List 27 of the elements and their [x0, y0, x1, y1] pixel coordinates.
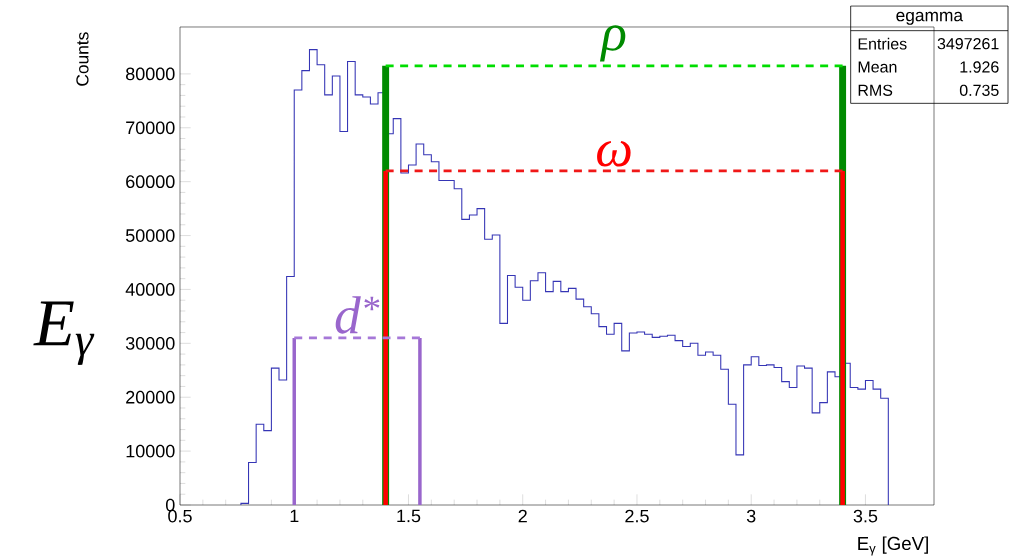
y-tick-label: 50000: [125, 229, 175, 242]
series-label: d$^{*}$: [335, 296, 380, 334]
x-tick-label: 2.5: [625, 509, 649, 523]
y-tick-label: 10000: [126, 444, 175, 458]
x-tick-label: 1.5: [397, 509, 421, 523]
text: E$_{γ}$: [33, 301, 95, 366]
text: ω: [597, 141, 631, 167]
text: 3497261: [937, 38, 999, 50]
annotation: Entries: [858, 37, 907, 50]
text: egamma: [896, 11, 964, 25]
annotation: RMS: [858, 84, 893, 96]
text: 0.735: [959, 84, 999, 96]
annotation: Mean: [858, 61, 897, 73]
x-tick-label: 2: [518, 509, 527, 523]
y-tick-label: 30000: [125, 336, 175, 350]
y-axis-title: Counts: [76, 32, 89, 86]
y-tick-label: 40000: [125, 283, 175, 296]
text: ρ: [599, 25, 626, 62]
y-tick-label: 20000: [126, 390, 175, 404]
y-tick-label: 80000: [126, 67, 175, 81]
x-tick-label: 3: [746, 509, 756, 523]
text: 1.926: [960, 61, 999, 73]
y-tick-label: 70000: [126, 121, 175, 135]
x-axis-title: E$_{γ}$ [GeV]: [858, 536, 928, 556]
x-tick-label: 3.5: [853, 509, 878, 523]
x-tick-label: 1: [290, 509, 299, 523]
y-tick-label: 60000: [126, 175, 175, 189]
